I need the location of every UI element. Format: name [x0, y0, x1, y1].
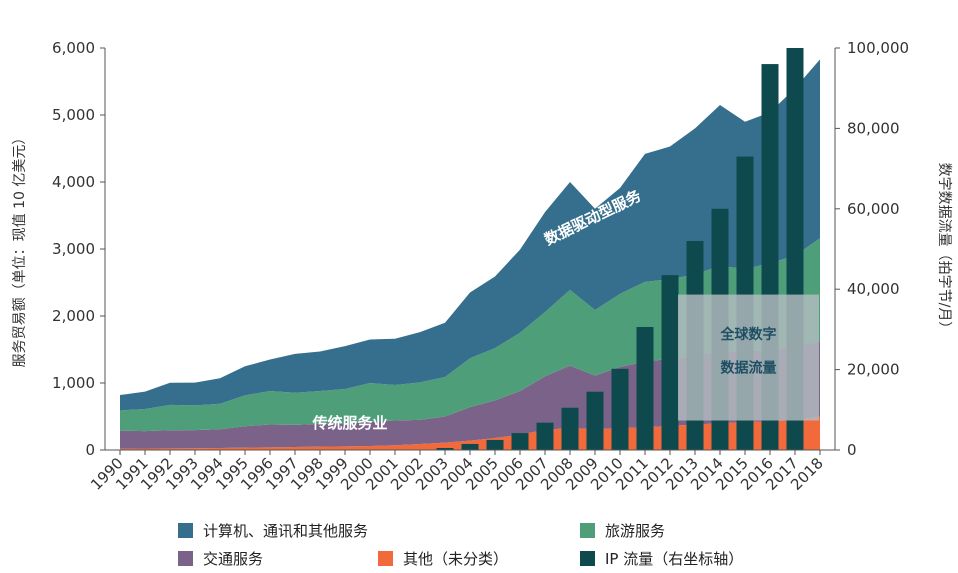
y2-tick-label: 60,000: [847, 200, 900, 218]
ip-bar-2004: [461, 443, 479, 450]
legend-swatch-other: [378, 551, 393, 566]
legend-label-ip: IP 流量（右坐标轴）: [605, 550, 744, 568]
ip-bar-2009: [586, 391, 604, 450]
y-tick-label: 2,000: [52, 307, 95, 325]
y2-tick-label: 80,000: [847, 119, 900, 137]
ip-bar-2003: [436, 447, 454, 450]
legend-item-ict: 计算机、通讯和其他服务: [178, 520, 368, 541]
y-tick-label: 5,000: [52, 106, 95, 124]
legend-label-travel: 旅游服务: [605, 522, 666, 540]
legend-label-ict: 计算机、通讯和其他服务: [203, 522, 369, 540]
legend-item-ip: IP 流量（右坐标轴）: [580, 548, 743, 569]
ip-bar-2006: [511, 433, 529, 450]
ip-bar-2008: [561, 407, 579, 450]
ip-bar-2005: [486, 439, 504, 450]
legend-label-other: 其他（未分类）: [403, 550, 509, 568]
legend-item-other: 其他（未分类）: [378, 548, 508, 569]
area-ict: [120, 59, 820, 411]
y-tick-label: 6,000: [52, 39, 95, 57]
y-tick-label: 4,000: [52, 173, 95, 191]
y-tick-label: 0: [85, 441, 95, 459]
legend-swatch-travel: [580, 523, 595, 538]
box-label-line1: 全球数字: [720, 326, 777, 343]
legend-item-travel: 旅游服务: [580, 520, 665, 541]
y2-tick-label: 20,000: [847, 361, 900, 379]
y-tick-label: 3,000: [52, 240, 95, 258]
ip-bar-2010: [611, 368, 629, 450]
area-travel: [120, 238, 820, 432]
y2-tick-label: 0: [847, 441, 857, 459]
legend-item-transport: 交通服务: [178, 548, 263, 569]
legend-swatch-transport: [178, 551, 193, 566]
annotation-traditional: 传统服务业: [311, 414, 387, 432]
ip-bar-2012: [661, 275, 679, 450]
legend-swatch-ict: [178, 523, 193, 538]
ip-bar-2011: [636, 326, 654, 450]
legend-swatch-ip: [580, 551, 595, 566]
box-label-line2: 数据流量: [721, 359, 777, 376]
y2-tick-label: 40,000: [847, 280, 900, 298]
y2-axis-title: 数字数据流量（拍字节/月）: [936, 163, 952, 336]
legend-label-transport: 交通服务: [203, 550, 264, 568]
ip-bar-2007: [536, 422, 554, 450]
y-axis-title: 服务贸易额（单位：现值 10 亿美元）: [12, 131, 28, 368]
y-tick-label: 1,000: [52, 374, 95, 392]
digital-flow-highlight: [678, 294, 819, 421]
y2-tick-label: 100,000: [847, 39, 909, 57]
